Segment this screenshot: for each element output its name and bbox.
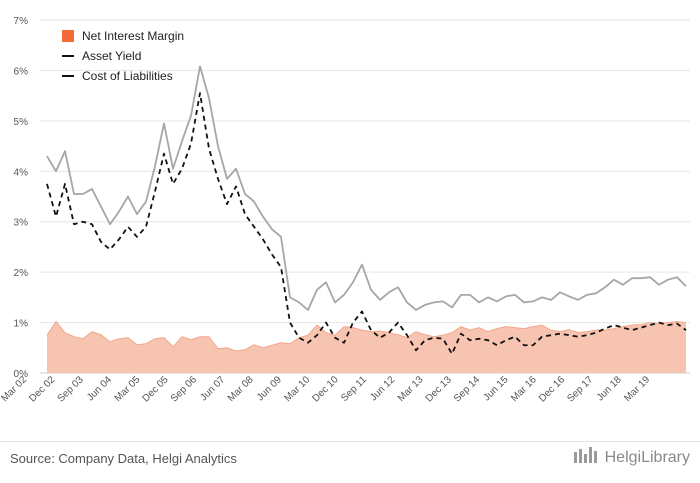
x-tick-label: Jun 15: [482, 374, 511, 403]
x-tick-label: Jun 07: [198, 374, 227, 403]
x-tick-label: Mar 10: [283, 374, 313, 404]
x-tick-label: Mar 13: [396, 374, 426, 404]
y-tick-label: 6%: [14, 66, 29, 77]
legend-item-net-interest-margin: Net Interest Margin: [62, 26, 184, 46]
x-tick-label: Mar 16: [509, 374, 539, 404]
series-lines: [46, 65, 687, 355]
footer-divider: [0, 441, 700, 442]
legend: Net Interest Margin Asset Yield Cost of …: [62, 26, 184, 86]
legend-swatch-area: [62, 30, 74, 42]
x-tick-label: Mar 19: [622, 374, 652, 404]
y-tick-label: 1%: [14, 319, 29, 330]
legend-item-asset-yield: Asset Yield: [62, 46, 184, 66]
x-tick-label: Sep 03: [56, 374, 86, 404]
x-tick-label: Sep 06: [169, 374, 199, 404]
legend-swatch-dashed: [62, 75, 74, 77]
series-net-interest-margin: [46, 320, 687, 373]
y-axis: 0% 1% 2% 3% 4% 5% 6% 7%: [14, 16, 29, 380]
x-tick-label: Dec 13: [424, 374, 454, 404]
legend-label: Asset Yield: [82, 49, 142, 63]
x-tick-label: Dec 10: [310, 374, 340, 404]
x-tick-label: Mar 08: [226, 374, 256, 404]
area-edge-net-interest-margin: [46, 320, 687, 352]
x-tick-label: Dec 16: [537, 374, 567, 404]
x-tick-label: Jun 09: [255, 374, 284, 403]
y-tick-label: 7%: [14, 16, 29, 27]
legend-swatch-line: [62, 55, 74, 57]
library-icon: [573, 446, 599, 469]
area-net-interest-margin: [47, 321, 686, 373]
x-tick-label: Sep 14: [452, 374, 482, 404]
legend-label: Cost of Liabilities: [82, 69, 173, 83]
y-tick-label: 4%: [14, 167, 29, 178]
x-tick-label: Dec 05: [141, 374, 171, 404]
x-tick-label: Jun 18: [595, 374, 624, 403]
x-tick-label: Jun 12: [368, 374, 397, 403]
line-asset-yield: [46, 65, 687, 311]
y-tick-label: 2%: [14, 268, 29, 279]
legend-item-cost-of-liabilities: Cost of Liabilities: [62, 66, 184, 86]
x-tick-label: Jun 04: [85, 374, 114, 403]
brand-name: HelgiLibrary: [604, 448, 690, 466]
brand-logo: HelgiLibrary: [573, 446, 690, 469]
x-tick-label: Sep 17: [565, 374, 595, 404]
y-tick-label: 3%: [14, 218, 29, 229]
x-tick-label: Dec 02: [27, 374, 57, 404]
y-tick-label: 5%: [14, 117, 29, 128]
y-tick-label: 0%: [14, 369, 29, 380]
line-cost-of-liabilities: [46, 92, 687, 355]
x-tick-label: Sep 11: [339, 374, 369, 404]
legend-label: Net Interest Margin: [82, 29, 185, 43]
x-tick-label: Mar 05: [113, 374, 143, 404]
source-note: Source: Company Data, Helgi Analytics: [10, 451, 237, 466]
